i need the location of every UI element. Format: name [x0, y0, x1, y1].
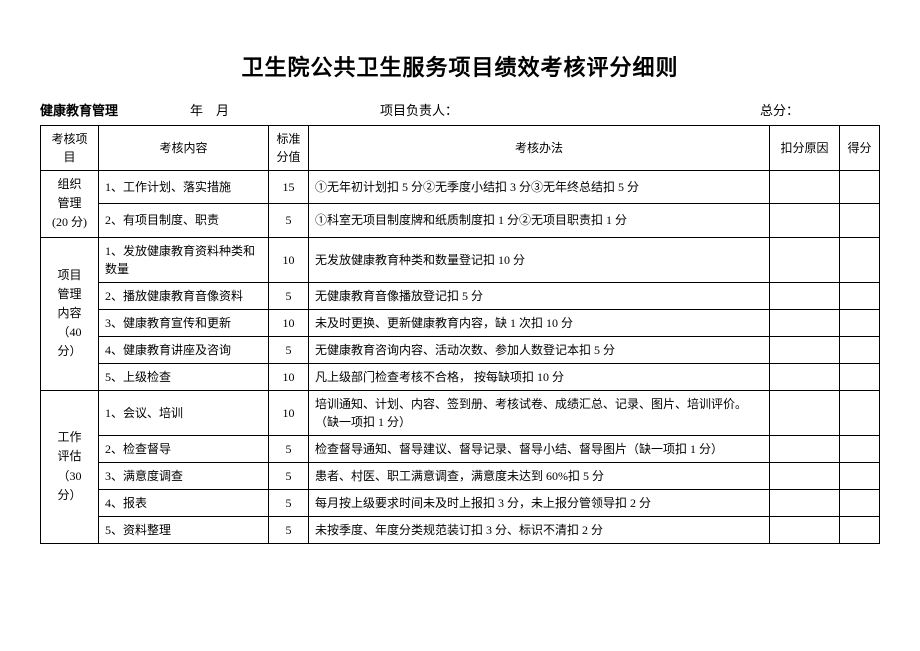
content-cell: 4、报表 — [99, 489, 269, 516]
table-row: 2、检查督导5检查督导通知、督导建议、督导记录、督导小结、督导图片（缺一项扣 1… — [41, 435, 880, 462]
table-row: 4、报表5每月按上级要求时间未及时上报扣 3 分，未上报分管领导扣 2 分 — [41, 489, 880, 516]
standard-score-cell: 10 — [269, 363, 309, 390]
deduction-reason-cell — [770, 282, 840, 309]
content-cell: 3、满意度调查 — [99, 462, 269, 489]
method-cell: ①无年初计划扣 5 分②无季度小结扣 3 分③无年终总结扣 5 分 — [309, 171, 770, 204]
method-cell: 无健康教育咨询内容、活动次数、参加人数登记本扣 5 分 — [309, 336, 770, 363]
deduction-reason-cell — [770, 390, 840, 435]
method-cell: 未按季度、年度分类规范装订扣 3 分、标识不清扣 2 分 — [309, 516, 770, 543]
score-cell — [840, 204, 880, 237]
date-label: 年 月 — [190, 100, 270, 119]
content-cell: 5、上级检查 — [99, 363, 269, 390]
method-cell: 凡上级部门检查考核不合格， 按每缺项扣 10 分 — [309, 363, 770, 390]
standard-score-cell: 5 — [269, 204, 309, 237]
table-row: 工作评估（30 分）1、会议、培训10培训通知、计划、内容、签到册、考核试卷、成… — [41, 390, 880, 435]
table-row: 5、上级检查10凡上级部门检查考核不合格， 按每缺项扣 10 分 — [41, 363, 880, 390]
method-cell: ①科室无项目制度牌和纸质制度扣 1 分②无项目职责扣 1 分 — [309, 204, 770, 237]
score-cell — [840, 363, 880, 390]
content-cell: 1、工作计划、落实措施 — [99, 171, 269, 204]
col-category: 考核项目 — [41, 126, 99, 171]
score-cell — [840, 171, 880, 204]
method-cell: 未及时更换、更新健康教育内容，缺 1 次扣 10 分 — [309, 309, 770, 336]
standard-score-cell: 15 — [269, 171, 309, 204]
method-cell: 培训通知、计划、内容、签到册、考核试卷、成绩汇总、记录、图片、培训评价。（缺一项… — [309, 390, 770, 435]
method-cell: 每月按上级要求时间未及时上报扣 3 分，未上报分管领导扣 2 分 — [309, 489, 770, 516]
page-title: 卫生院公共卫生服务项目绩效考核评分细则 — [40, 50, 880, 82]
score-cell — [840, 462, 880, 489]
total-score-label: 总分： — [760, 100, 880, 119]
standard-score-cell: 5 — [269, 435, 309, 462]
standard-score-cell: 5 — [269, 282, 309, 309]
standard-score-cell: 5 — [269, 489, 309, 516]
deduction-reason-cell — [770, 363, 840, 390]
deduction-reason-cell — [770, 516, 840, 543]
deduction-reason-cell — [770, 435, 840, 462]
score-cell — [840, 336, 880, 363]
deduction-reason-cell — [770, 462, 840, 489]
standard-score-cell: 10 — [269, 309, 309, 336]
category-cell: 工作评估（30 分） — [41, 390, 99, 543]
content-cell: 1、发放健康教育资料种类和数量 — [99, 237, 269, 282]
score-cell — [840, 489, 880, 516]
subtitle: 健康教育管理 — [40, 100, 190, 119]
standard-score-cell: 5 — [269, 462, 309, 489]
content-cell: 3、健康教育宣传和更新 — [99, 309, 269, 336]
table-row: 4、健康教育讲座及咨询5无健康教育咨询内容、活动次数、参加人数登记本扣 5 分 — [41, 336, 880, 363]
content-cell: 5、资料整理 — [99, 516, 269, 543]
col-deduction-reason: 扣分原因 — [770, 126, 840, 171]
method-cell: 无发放健康教育种类和数量登记扣 10 分 — [309, 237, 770, 282]
score-cell — [840, 516, 880, 543]
content-cell: 2、有项目制度、职责 — [99, 204, 269, 237]
table-row: 3、健康教育宣传和更新10未及时更换、更新健康教育内容，缺 1 次扣 10 分 — [41, 309, 880, 336]
deduction-reason-cell — [770, 237, 840, 282]
standard-score-cell: 5 — [269, 336, 309, 363]
deduction-reason-cell — [770, 309, 840, 336]
score-cell — [840, 390, 880, 435]
content-cell: 4、健康教育讲座及咨询 — [99, 336, 269, 363]
score-cell — [840, 309, 880, 336]
col-content: 考核内容 — [99, 126, 269, 171]
deduction-reason-cell — [770, 336, 840, 363]
table-row: 组织管理(20 分)1、工作计划、落实措施15①无年初计划扣 5 分②无季度小结… — [41, 171, 880, 204]
header-row: 健康教育管理 年 月 项目负责人： 总分： — [40, 100, 880, 119]
score-cell — [840, 282, 880, 309]
table-row: 5、资料整理5未按季度、年度分类规范装订扣 3 分、标识不清扣 2 分 — [41, 516, 880, 543]
content-cell: 1、会议、培训 — [99, 390, 269, 435]
deduction-reason-cell — [770, 171, 840, 204]
table-row: 3、满意度调查5患者、村医、职工满意调查，满意度未达到 60%扣 5 分 — [41, 462, 880, 489]
score-cell — [840, 237, 880, 282]
content-cell: 2、播放健康教育音像资料 — [99, 282, 269, 309]
deduction-reason-cell — [770, 204, 840, 237]
method-cell: 无健康教育音像播放登记扣 5 分 — [309, 282, 770, 309]
category-cell: 组织管理(20 分) — [41, 171, 99, 238]
method-cell: 检查督导通知、督导建议、督导记录、督导小结、督导图片（缺一项扣 1 分） — [309, 435, 770, 462]
score-cell — [840, 435, 880, 462]
standard-score-cell: 5 — [269, 516, 309, 543]
table-row: 项目管理内容（40 分）1、发放健康教育资料种类和数量10无发放健康教育种类和数… — [41, 237, 880, 282]
content-cell: 2、检查督导 — [99, 435, 269, 462]
col-score: 得分 — [840, 126, 880, 171]
col-standard-score: 标准分值 — [269, 126, 309, 171]
assessment-table: 考核项目 考核内容 标准分值 考核办法 扣分原因 得分 组织管理(20 分)1、… — [40, 125, 880, 544]
table-row: 2、播放健康教育音像资料5无健康教育音像播放登记扣 5 分 — [41, 282, 880, 309]
deduction-reason-cell — [770, 489, 840, 516]
leader-label: 项目负责人： — [270, 100, 760, 119]
table-row: 2、有项目制度、职责5①科室无项目制度牌和纸质制度扣 1 分②无项目职责扣 1 … — [41, 204, 880, 237]
col-method: 考核办法 — [309, 126, 770, 171]
method-cell: 患者、村医、职工满意调查，满意度未达到 60%扣 5 分 — [309, 462, 770, 489]
category-cell: 项目管理内容（40 分） — [41, 237, 99, 390]
standard-score-cell: 10 — [269, 390, 309, 435]
table-header-row: 考核项目 考核内容 标准分值 考核办法 扣分原因 得分 — [41, 126, 880, 171]
standard-score-cell: 10 — [269, 237, 309, 282]
